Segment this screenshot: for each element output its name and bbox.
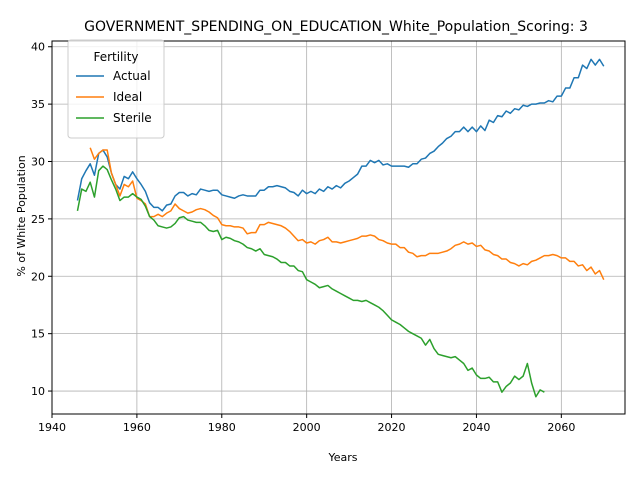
- y-tick-label: 20: [31, 270, 45, 283]
- x-tick-label: 1940: [38, 421, 66, 434]
- series-lines: [76, 58, 605, 398]
- series-line-ideal: [89, 147, 605, 281]
- grid: [51, 41, 625, 414]
- legend-entries: Actual Ideal Sterile: [76, 69, 152, 125]
- legend: Fertility Actual Ideal Sterile: [67, 39, 165, 139]
- series-line-sterile: [76, 165, 545, 398]
- y-tick-label: 30: [31, 156, 45, 169]
- x-tick-label: 1980: [208, 421, 236, 434]
- legend-label-actual: Actual: [113, 69, 151, 83]
- plot-frame: [51, 40, 626, 415]
- chart-title: GOVERNMENT_SPENDING_ON_EDUCATION_White_P…: [84, 19, 588, 35]
- x-axis-label: Years: [327, 451, 357, 464]
- x-tick-label: 2060: [547, 421, 575, 434]
- x-axis-ticks: 1940 1960 1980 2000 2020 2040 2060: [38, 414, 575, 434]
- series-line-actual: [76, 58, 605, 212]
- legend-label-ideal: Ideal: [113, 90, 142, 104]
- legend-box: [67, 39, 165, 139]
- legend-label-sterile: Sterile: [113, 111, 152, 125]
- y-tick-label: 15: [31, 328, 45, 341]
- y-tick-label: 40: [31, 41, 45, 54]
- y-axis-ticks: 10 15 20 25 30 35 40: [31, 41, 52, 398]
- y-tick-label: 25: [31, 213, 45, 226]
- y-axis-label: % of White Population: [15, 155, 28, 276]
- y-tick-label: 35: [31, 98, 45, 111]
- x-tick-label: 2020: [378, 421, 406, 434]
- x-tick-label: 2000: [293, 421, 321, 434]
- legend-title: Fertility: [93, 50, 138, 64]
- x-tick-label: 2040: [462, 421, 490, 434]
- y-tick-label: 10: [31, 385, 45, 398]
- x-tick-label: 1960: [123, 421, 151, 434]
